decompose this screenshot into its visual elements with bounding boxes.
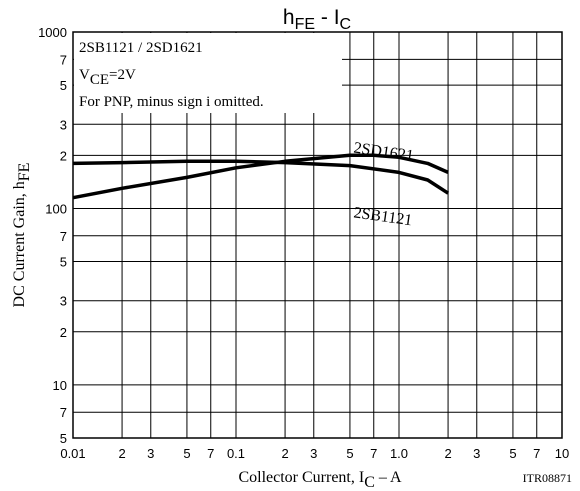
x-tick-label: 5 [346,446,353,461]
title-var-sub: C [340,16,352,33]
series-line [72,159,450,195]
vce-sub: CE [90,72,109,88]
y-tick-label: 5 [60,431,67,446]
y-tick-label: 3 [60,294,67,309]
y-tick-label: 1000 [38,25,67,40]
y-tick-label: 3 [60,117,67,132]
vce: V [79,67,90,83]
x-tick-label: 7 [533,446,540,461]
figure-code: ITR08871 [523,471,572,485]
title-main: h [283,6,295,29]
annotation-vce: VCE=2V [79,67,136,88]
x-tick-label: 7 [370,446,377,461]
y-tick-label: 7 [60,405,67,420]
x-tick-label: 7 [207,446,214,461]
x-tick-label: 5 [509,446,516,461]
x-tick-label: 3 [310,446,317,461]
series-line [72,153,449,200]
y-axis-label: DC Current Gain, hFE [11,163,33,308]
y-tick-label: 2 [60,325,67,340]
x-tick-label: 1.0 [390,446,408,461]
plot-frame [72,31,563,439]
annotation-box [74,33,342,113]
y-tick-label: 7 [60,229,67,244]
x-tick-label: 2 [444,446,451,461]
x-label-sub: C [364,474,375,491]
x-tick-label: 0.1 [227,446,245,461]
x-tick-label: 3 [473,446,480,461]
y-tick-label: 100 [45,201,67,216]
y-tick-label: 5 [60,78,67,93]
x-tick-label: 0.01 [60,446,85,461]
y-label-sub: FE [16,163,33,182]
title-var: I [334,6,340,29]
x-tick-label: 3 [147,446,154,461]
x-tick-label: 10 [555,446,569,461]
title-sep: - [315,6,334,29]
x-tick-label: 2 [118,446,125,461]
x-tick-label: 5 [183,446,190,461]
annotation-note: For PNP, minus sign i omitted. [79,94,264,110]
vce-value: =2V [109,67,136,83]
x-axis-label: Collector Current, IC – A [238,469,402,491]
y-tick-label: 2 [60,148,67,163]
annotation-parts: 2SB1121 / 2SD1621 [79,40,203,56]
title-sub: FE [295,16,315,33]
y-tick-label: 7 [60,52,67,67]
series-label: 2SD1621 [353,140,415,165]
x-label-unit: – A [375,469,402,486]
y-tick-label: 5 [60,255,67,270]
y-label-text: DC Current Gain, h [11,181,28,307]
chart-title: hFE - IC [283,6,351,33]
x-label-text: Collector Current, I [238,469,364,486]
y-tick-label: 10 [53,378,67,393]
x-tick-label: 2 [281,446,288,461]
